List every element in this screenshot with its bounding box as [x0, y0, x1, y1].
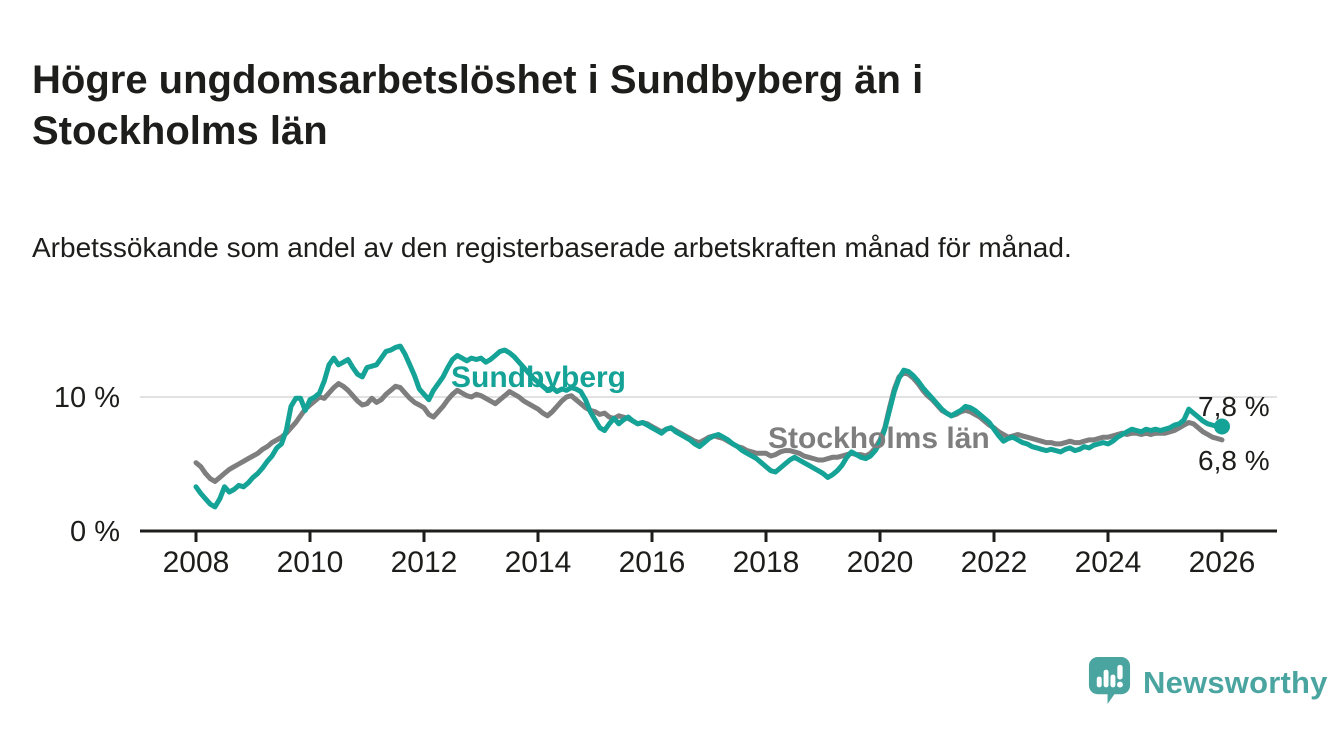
x-tick-label: 2018: [733, 546, 800, 579]
end-dot: [1214, 418, 1230, 435]
series-line-sundbyberg: [193, 343, 1225, 510]
footer-brand: Newsworthy: [1086, 654, 1328, 711]
series-label: Sundbyberg: [451, 361, 626, 394]
brand-name: Newsworthy: [1143, 664, 1328, 700]
x-tick-label: 2024: [1075, 546, 1142, 579]
x-tick-label: 2020: [847, 546, 914, 579]
series-label: Stockholms län: [768, 422, 990, 455]
x-tick-label: 2014: [505, 546, 572, 579]
x-tick-label: 2026: [1189, 546, 1256, 579]
line-chart: 10 % 0 % 2008 2010 2012 2014 2016 2018 2020 2022 2…: [0, 300, 1340, 620]
y-axis-label: 10 %: [54, 382, 120, 414]
x-tick-label: 2008: [163, 546, 230, 579]
x-tick-label: 2010: [277, 546, 344, 579]
page-title: Högre ungdomsarbetslöshet i Sundbyberg ä…: [32, 57, 924, 153]
x-tick-label: 2012: [391, 546, 458, 579]
end-value-label: 7,8 %: [1198, 391, 1270, 422]
chart-subtitle: Arbetssökande som andel av den registerb…: [32, 232, 1072, 263]
x-tick-label: 2016: [619, 546, 686, 579]
x-tick-label: 2022: [961, 546, 1028, 579]
end-value-label: 6,8 %: [1198, 445, 1270, 476]
chart-svg: 10 % 0 % 2008 2010 2012 2014 2016 2018 2020 2022 2…: [54, 343, 1277, 579]
newsworthy-logo-icon: [1086, 654, 1133, 711]
y-axis-label: 0 %: [70, 516, 120, 548]
series-line-stockholms-l-n: [193, 370, 1225, 484]
